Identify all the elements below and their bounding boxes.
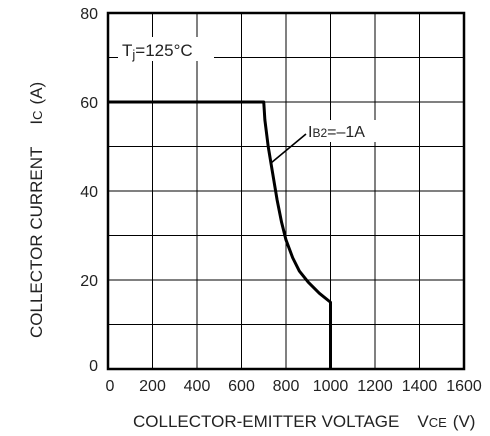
series-line <box>108 100 332 369</box>
x-tick-label: 200 <box>139 378 166 395</box>
ib-sub: B2 <box>312 126 327 140</box>
x-axis-label: COLLECTOR-EMITTER VOLTAGE VCE (V) <box>133 412 475 431</box>
x-tick-labels: 0 200 400 600 800 1000 1200 1400 1600 <box>106 378 482 395</box>
x-tick-label: 1200 <box>357 378 393 395</box>
y-tick-label: 80 <box>80 6 98 23</box>
tj-annotation-background <box>118 37 214 61</box>
y-tick-label: 60 <box>80 95 98 112</box>
x-tick-label: 400 <box>184 378 211 395</box>
y-axis-unit: (A) <box>27 82 46 105</box>
y-axis-label: COLLECTOR CURRENT IC (A) <box>27 82 46 338</box>
y-axis-symbol: I <box>27 120 46 125</box>
x-tick-label: 800 <box>273 378 300 395</box>
x-axis-title: COLLECTOR-EMITTER VOLTAGE <box>133 412 399 431</box>
x-tick-label: 1400 <box>402 378 438 395</box>
tj-main: T <box>122 41 132 60</box>
x-axis-symbol: V <box>417 412 429 431</box>
y-axis-title: COLLECTOR CURRENT <box>27 147 46 338</box>
y-axis-symbol-sub: C <box>30 110 45 119</box>
x-tick-label: 600 <box>228 378 255 395</box>
y-tick-labels: 0 20 40 60 80 <box>80 6 98 375</box>
y-tick-label: 40 <box>80 184 98 201</box>
tj-rest: =125°C <box>135 41 192 60</box>
ib-main: I <box>308 124 312 141</box>
y-tick-label: 0 <box>89 358 98 375</box>
x-axis-unit: (V) <box>453 412 476 431</box>
plot-frame <box>106 11 466 371</box>
x-tick-label: 0 <box>106 378 115 395</box>
ib-rest: =–1A <box>327 124 365 141</box>
ib-annotation: IB2=–1A <box>308 124 365 141</box>
ib-leader-line <box>270 133 307 164</box>
ib-annotation-background <box>305 120 383 142</box>
x-axis-symbol-sub: CE <box>429 415 447 430</box>
grid <box>107 12 465 370</box>
tj-annotation: Tj=125°C <box>122 41 193 62</box>
x-tick-label: 1000 <box>313 378 349 395</box>
tj-sub: j <box>131 47 135 62</box>
x-tick-label: 1600 <box>446 378 482 395</box>
y-tick-label: 20 <box>80 273 98 290</box>
